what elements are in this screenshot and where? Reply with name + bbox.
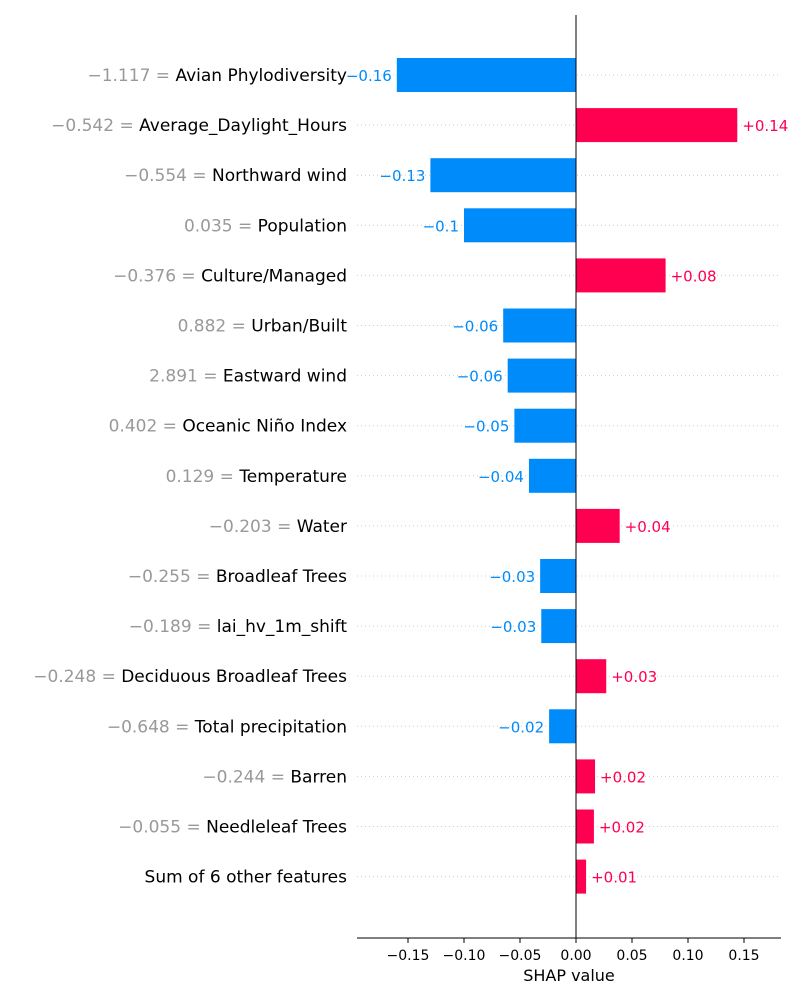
feature-name: Northward wind — [212, 166, 347, 186]
bar-14 — [549, 709, 576, 744]
value-label: +0.03 — [611, 668, 657, 686]
value-label: +0.02 — [599, 819, 645, 837]
bar-3 — [430, 158, 576, 193]
feature-value: −0.542 = — [51, 116, 139, 136]
feature-value: 0.402 = — [109, 417, 183, 437]
value-label: −0.06 — [457, 368, 503, 386]
value-label: +0.08 — [671, 267, 717, 285]
feature-label: −1.117 = Avian Phylodiversity — [87, 66, 347, 86]
x-tick-label: −0.10 — [443, 948, 486, 964]
x-tick-label: 0.15 — [728, 948, 759, 964]
feature-name: Needleleaf Trees — [206, 818, 347, 838]
bar-13 — [576, 659, 607, 694]
value-label: +0.01 — [591, 869, 637, 887]
feature-name: Deciduous Broadleaf Trees — [121, 667, 347, 687]
bar-9 — [528, 458, 576, 493]
value-label: −0.05 — [463, 418, 509, 436]
feature-value: 0.035 = — [184, 216, 258, 236]
feature-label: −0.055 = Needleleaf Trees — [118, 818, 347, 838]
feature-name: Temperature — [238, 467, 347, 487]
feature-name: Population — [258, 216, 347, 236]
x-axis-title: SHAP value — [523, 966, 615, 985]
feature-name: Oceanic Niño Index — [182, 417, 347, 437]
feature-label: 0.129 = Temperature — [166, 467, 347, 487]
bar-16 — [576, 809, 594, 844]
value-label: −0.02 — [498, 718, 544, 736]
feature-labels: −1.117 = Avian Phylodiversity −0.542 = Av… — [33, 66, 347, 888]
feature-value: −0.376 = — [113, 266, 201, 286]
value-label: +0.14 — [742, 117, 788, 135]
feature-value: 0.129 = — [166, 467, 240, 487]
feature-label: 0.882 = Urban/Built — [178, 317, 348, 337]
feature-value: −0.255 = — [128, 567, 216, 587]
feature-label: 2.891 = Eastward wind — [149, 367, 347, 387]
feature-value: −0.248 = — [33, 667, 121, 687]
value-label: +0.02 — [600, 768, 646, 786]
feature-label: −0.189 = lai_hv_1m_shift — [129, 617, 348, 637]
feature-label: −0.203 = Water — [209, 517, 347, 537]
feature-name: Barren — [290, 767, 347, 787]
feature-name: Total precipitation — [194, 717, 347, 737]
feature-value: −0.189 = — [129, 617, 217, 637]
feature-label: −0.244 = Barren — [202, 767, 347, 787]
feature-value: −0.244 = — [202, 767, 290, 787]
feature-name: Culture/Managed — [201, 266, 347, 286]
feature-name: Eastward wind — [223, 367, 347, 387]
feature-label: −0.255 = Broadleaf Trees — [128, 567, 347, 587]
feature-name: Water — [297, 517, 347, 537]
x-tick-label: −0.15 — [387, 948, 430, 964]
feature-label: −0.542 = Average_Daylight_Hours — [51, 116, 347, 136]
bar-17 — [576, 859, 587, 894]
feature-name: Urban/Built — [251, 317, 347, 337]
feature-value: −0.055 = — [118, 818, 206, 838]
value-label: −0.06 — [452, 318, 498, 336]
value-label: −0.03 — [490, 618, 536, 636]
value-label: −0.04 — [478, 468, 524, 486]
feature-value: −1.117 = — [87, 66, 175, 86]
bar-6 — [503, 308, 576, 343]
bar-5 — [576, 258, 666, 293]
x-axis: −0.15 −0.10 −0.05 0.00 0.05 0.10 0.15 SHAP val… — [357, 937, 781, 985]
feature-value: 0.882 = — [178, 317, 252, 337]
feature-name: lai_hv_1m_shift — [217, 617, 348, 637]
feature-label: −0.376 = Culture/Managed — [113, 266, 347, 286]
feature-label: −0.554 = Northward wind — [124, 166, 347, 186]
bar-1 — [396, 58, 576, 92]
feature-name: Sum of 6 other features — [145, 868, 348, 888]
feature-value: −0.203 = — [209, 517, 297, 537]
bar-8 — [514, 408, 576, 443]
value-label: −0.16 — [346, 67, 392, 85]
value-label: −0.03 — [489, 568, 535, 586]
x-axis-ticks: −0.15 −0.10 −0.05 0.00 0.05 0.10 0.15 — [387, 938, 760, 964]
feature-label: 0.402 = Oceanic Niño Index — [109, 417, 347, 437]
feature-name: Avian Phylodiversity — [175, 66, 347, 86]
feature-label: −0.648 = Total precipitation — [107, 717, 347, 737]
bar-11 — [540, 559, 576, 593]
x-tick-label: 0.00 — [560, 948, 591, 964]
x-tick-label: 0.10 — [672, 948, 703, 964]
feature-name: Average_Daylight_Hours — [139, 116, 347, 136]
value-label: −0.13 — [379, 167, 425, 185]
bar-12 — [541, 609, 576, 644]
bar-2 — [576, 108, 738, 143]
x-tick-label: −0.05 — [499, 948, 542, 964]
value-label: +0.04 — [625, 518, 671, 536]
bar-series — [396, 58, 738, 894]
feature-value: 2.891 = — [149, 367, 223, 387]
bar-4 — [464, 208, 576, 243]
feature-name: Broadleaf Trees — [216, 567, 347, 587]
feature-value: −0.648 = — [107, 717, 195, 737]
feature-value: −0.554 = — [124, 166, 212, 186]
bar-15 — [576, 759, 596, 794]
x-tick-label: 0.05 — [616, 948, 647, 964]
value-labels: −0.16 +0.14 −0.13 −0.1 +0.08 −0.06 −0.06 −0.05 −… — [346, 67, 788, 887]
bar-7 — [507, 358, 576, 393]
feature-label: −0.248 = Deciduous Broadleaf Trees — [33, 667, 347, 687]
bar-10 — [576, 508, 620, 543]
feature-label: Sum of 6 other features — [145, 868, 348, 888]
feature-label: 0.035 = Population — [184, 216, 347, 236]
value-label: −0.1 — [423, 217, 459, 235]
